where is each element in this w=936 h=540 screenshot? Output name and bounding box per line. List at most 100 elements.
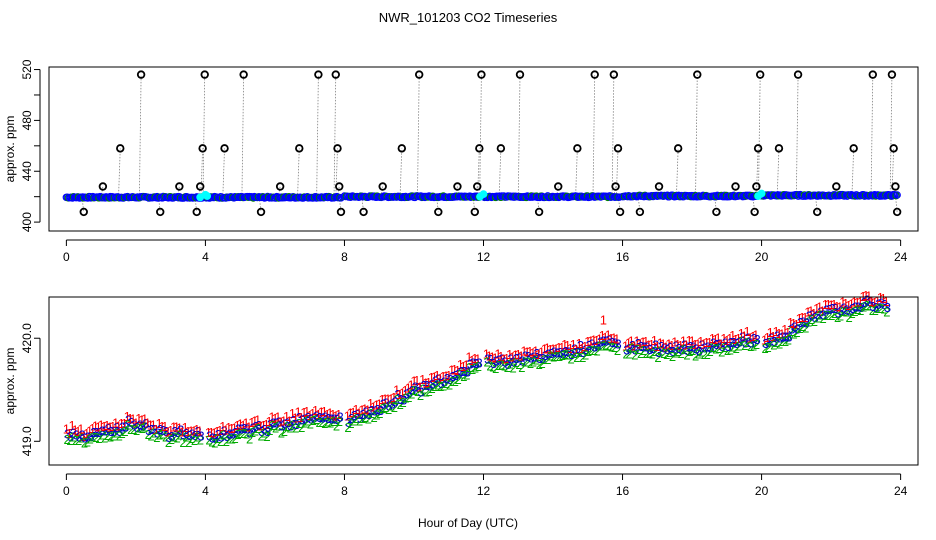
bottom-series-2-point: 2: [397, 397, 404, 412]
bottom-series-3-point: 3: [449, 369, 456, 384]
bottom-series-2-point: 2: [266, 423, 273, 438]
bottom-series-3-point: 3: [264, 424, 271, 439]
bottom-series-3-point: 3: [163, 424, 170, 439]
bottom-series-3-point: 3: [145, 423, 152, 438]
bottom-series-3-point: 3: [869, 299, 876, 314]
bottom-series-2-point: 2: [570, 346, 577, 361]
bottom-series-1-point: 1: [503, 351, 510, 366]
bottom-series-2-point: 2: [344, 420, 351, 435]
bottom-series-3-point: 3: [113, 420, 120, 435]
bottom-series-1-point: 1: [225, 420, 232, 435]
bottom-series-1-point: 1: [323, 407, 330, 422]
bottom-series-2-point: 2: [533, 352, 540, 367]
bottom-series-1-point: 1: [158, 419, 165, 434]
bottom-series-3-point: 3: [554, 346, 561, 361]
top-sample-circle: [156, 207, 165, 217]
bottom-series-2-point: 2: [492, 361, 499, 376]
bottom-series-3-point: 3: [229, 427, 236, 442]
bottom-series-3-point: 3: [122, 419, 129, 434]
bottom-series-2-point: 2: [211, 435, 218, 450]
bottom-series-2-point: 2: [249, 425, 256, 440]
bottom-series-1-point: 1: [234, 418, 241, 433]
bottom-series-1-point: 1: [170, 419, 177, 434]
bottom-series-2-point: 2: [489, 359, 496, 374]
bottom-series-2-point: 2: [695, 347, 702, 362]
top-trace-line: [333, 74, 337, 198]
bottom-series-3-point: 3: [166, 430, 173, 445]
bottom-series-2-point: 2: [727, 343, 734, 358]
bottom-series-2-point: 2: [159, 426, 166, 441]
bottom-series-3-point: 3: [817, 305, 824, 320]
bottom-series-1-point: 1: [179, 424, 186, 439]
bottom-series-3-point: 3: [389, 397, 396, 412]
bottom-series-1-point: 1: [242, 415, 249, 430]
bottom-series-1-point: 1: [515, 347, 522, 362]
bottom-series-2-point: 2: [698, 344, 705, 359]
bottom-series-1-point: 1: [283, 409, 290, 424]
bottom-series-1-point: 1: [98, 418, 105, 433]
bottom-series-1-point: 1: [558, 340, 565, 355]
bottom-series-2-point: 2: [428, 381, 435, 396]
bottom-series-1-point: 1: [248, 415, 255, 430]
bottom-series-2-point: 2: [550, 349, 557, 364]
bottom-series-2-point: 2: [240, 426, 247, 441]
top-sample-circle: [397, 144, 407, 153]
bottom-series-3-point: 3: [832, 301, 839, 316]
bottom-series-1-point: 1: [103, 418, 110, 433]
top-sample-circle: [295, 144, 304, 153]
bottom-series-3-point: 3: [221, 424, 228, 439]
bottom-series-3-point: 3: [591, 340, 598, 355]
bottom-series-1-point: 1: [561, 337, 568, 352]
bottom-series-3-point: 3: [797, 315, 804, 330]
bottom-series-2-point: 2: [78, 430, 85, 445]
bottom-series-2-point: 2: [229, 431, 236, 446]
bottom-series-3-point: 3: [212, 431, 219, 446]
bottom-series-1-point: 1: [532, 344, 539, 359]
bottom-series-1-point: 1: [552, 342, 559, 357]
bottom-series-3-point: 3: [838, 304, 845, 319]
bottom-series-2-point: 2: [124, 418, 131, 433]
bottom-series-2-point: 2: [518, 360, 525, 375]
bottom-series-3-point: 3: [788, 321, 795, 336]
bottom-y-axis: 419.0 420.0: [20, 323, 41, 456]
bottom-series-2-point: 2: [559, 348, 566, 363]
bottom-series-3-point: 3: [105, 421, 112, 436]
bottom-series-1-point: 1: [329, 407, 336, 422]
bottom-series-1-point: 1: [71, 422, 78, 437]
bottom-series-2-point: 2: [133, 423, 140, 438]
bottom-series-1-point: 1: [651, 333, 658, 348]
bottom-series-3-point: 3: [186, 428, 193, 443]
bottom-series-1-point: 1: [801, 310, 808, 325]
bottom-series-2-point: 2: [292, 420, 299, 435]
bottom-series-1-point: 1: [237, 417, 244, 432]
top-trace-line: [676, 148, 679, 197]
top-x-axis: 0 4 8 12 16 20 24: [63, 239, 908, 264]
bottom-series-1-point: 1: [764, 330, 771, 345]
bottom-series-3-point: 3: [531, 350, 538, 365]
top-trace-line: [200, 148, 204, 198]
bottom-series-2-point: 2: [130, 422, 137, 437]
bottom-series-1-point: 1: [555, 340, 562, 355]
bottom-series-1-point: 1: [825, 297, 832, 312]
bottom-series-1-point: 1: [804, 305, 811, 320]
bottom-series-3-point: 3: [701, 340, 708, 355]
bottom-series-1-point: 1: [761, 332, 768, 347]
top-trace-line: [177, 186, 180, 198]
bottom-series-3-point: 3: [577, 338, 584, 353]
top-x-tick-label: 16: [616, 250, 630, 264]
bottom-series-3-point: 3: [562, 344, 569, 359]
bottom-series-2-point: 2: [376, 406, 383, 421]
bottom-series-3-point: 3: [458, 364, 465, 379]
bottom-series-3-point: 3: [420, 378, 427, 393]
bottom-series-2-point: 2: [289, 418, 296, 433]
top-sample-circle: [832, 182, 841, 191]
bottom-series-2-point: 2: [75, 433, 82, 448]
bottom-series-1-point: 1: [772, 324, 779, 339]
bottom-series-1-point: 1: [286, 414, 293, 429]
bottom-series-2-point: 2: [599, 339, 606, 354]
bottom-series-2-point: 2: [171, 429, 178, 444]
bottom-series-2-point: 2: [791, 327, 798, 342]
bottom-series-2-point: 2: [605, 338, 612, 353]
bottom-series-1-point: 1: [303, 404, 310, 419]
bottom-series-3-point: 3: [116, 424, 123, 439]
